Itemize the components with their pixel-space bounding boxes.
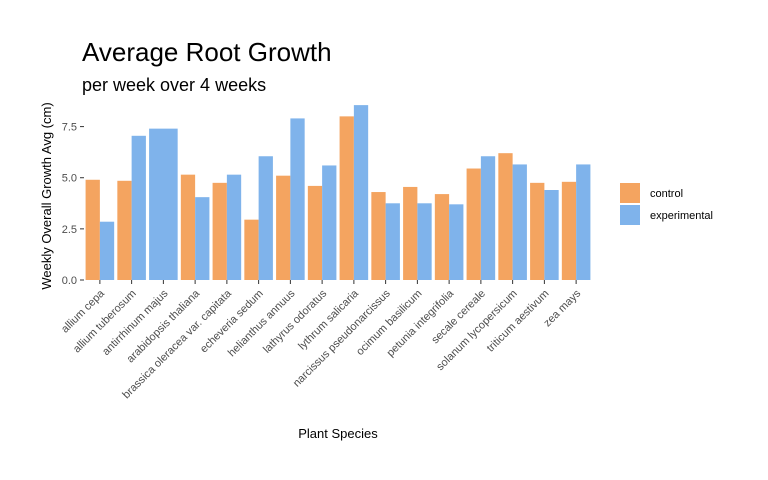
chart-subtitle: per week over 4 weeks	[82, 75, 266, 95]
bar-experimental	[449, 204, 464, 280]
bar-experimental	[258, 156, 273, 280]
bar-experimental	[480, 156, 496, 280]
bar-control	[212, 182, 227, 280]
bar-control	[561, 181, 577, 280]
bar-control	[180, 174, 196, 280]
bar-control	[276, 175, 291, 280]
bar-control	[466, 168, 481, 280]
bar-control	[403, 186, 418, 280]
bars-group	[85, 105, 591, 280]
legend-swatch-control	[620, 183, 640, 203]
bar-control	[498, 153, 513, 280]
bar-experimental	[226, 174, 242, 280]
bar-control	[434, 194, 450, 280]
y-tick-label: 0.0	[62, 275, 77, 287]
chart-title: Average Root Growth	[82, 37, 332, 67]
bar-control	[371, 192, 386, 280]
legend-label-experimental: experimental	[650, 210, 713, 222]
bar-control	[339, 116, 354, 280]
bar-control	[307, 185, 323, 280]
bar-experimental	[544, 190, 559, 280]
bar-control	[85, 179, 100, 280]
legend: control experimental	[620, 183, 713, 225]
legend-swatch-experimental	[620, 205, 640, 225]
y-axis: 0.0 2.5 5.0 7.5	[62, 122, 84, 287]
x-axis-title: Plant Species	[298, 426, 378, 441]
bar-control	[117, 180, 132, 280]
bar-experimental	[290, 118, 305, 280]
bar-experimental	[195, 197, 210, 280]
bar-experimental	[131, 135, 146, 280]
bar-experimental	[322, 165, 337, 280]
y-axis-title: Weekly Overall Growth Avg (cm)	[39, 102, 54, 289]
bar-experimental	[353, 105, 369, 280]
bar-experimental	[385, 203, 400, 280]
bar-control	[244, 219, 259, 280]
y-tick-label: 5.0	[62, 173, 77, 185]
bar-experimental	[576, 164, 591, 280]
bar-experimental	[149, 128, 178, 280]
legend-label-control: control	[650, 188, 683, 200]
bar-experimental	[417, 203, 432, 280]
bar-experimental	[99, 221, 115, 280]
y-tick-label: 2.5	[62, 224, 77, 236]
bar-experimental	[512, 164, 527, 280]
y-tick-label: 7.5	[62, 122, 77, 134]
bar-control	[530, 182, 545, 280]
